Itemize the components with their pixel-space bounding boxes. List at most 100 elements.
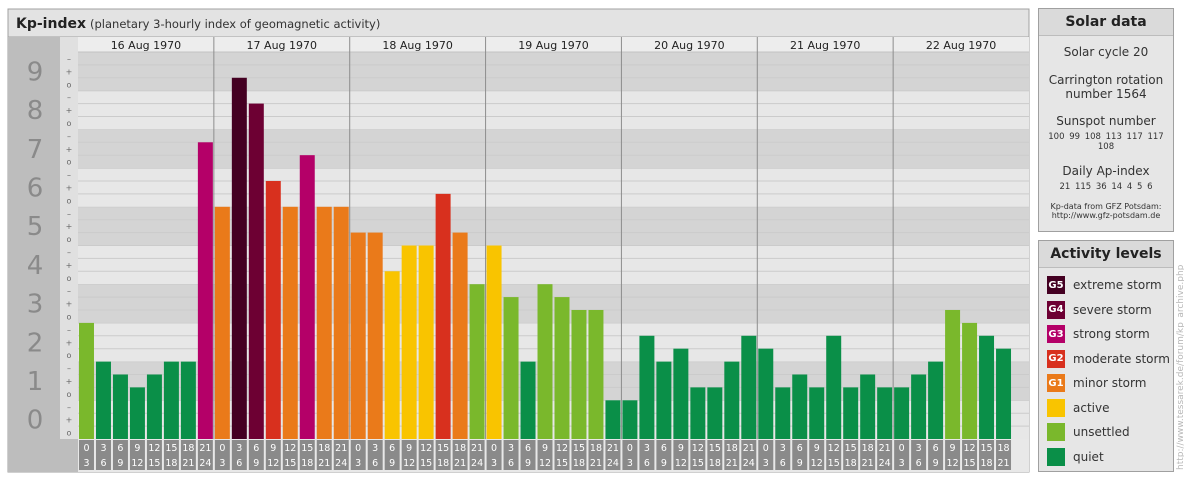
kp-bar [299,155,315,439]
ap-index-title: Daily Ap-index [1062,164,1150,178]
activity-levels-panel: Activity levels G5 extreme storm G4 severe … [1038,240,1174,472]
activity-level-swatch [1047,398,1065,417]
kp-bar [112,374,128,439]
kp-bar [316,206,332,439]
time-end-label: 24 [607,458,619,469]
day-label: 17 Aug 1970 [247,39,317,52]
time-start-label: 0 [355,443,361,454]
minor-tick-label: + [66,183,73,192]
minor-tick-label: o [67,119,72,128]
time-end-label: 12 [267,458,279,469]
time-cell [877,440,893,470]
time-start-label: 0 [219,443,225,454]
y-tick-label: 7 [27,135,44,165]
time-end-label: 21 [454,458,466,469]
time-end-label: 12 [811,458,823,469]
time-cell [911,440,927,470]
time-cell [809,440,825,470]
minor-tick-label: + [66,67,73,76]
time-cell [299,440,315,470]
time-start-label: 0 [83,443,89,454]
time-cell [316,440,332,470]
activity-level-label: minor storm [1073,376,1147,390]
time-start-label: 21 [471,443,483,454]
solar-data-panel: Solar data Solar cycle 20 Carrington rot… [1038,8,1174,232]
kp-bar [877,387,893,439]
time-end-label: 24 [199,458,211,469]
activity-level-row: G5 extreme storm [1047,275,1162,295]
time-end-label: 24 [471,458,483,469]
kp-bar [79,322,94,439]
time-end-label: 24 [879,458,891,469]
chart-title: Kp-index [16,16,86,32]
kp-bar [163,361,179,439]
minor-tick-label: – [67,248,71,257]
time-start-label: 12 [828,443,840,454]
kp-bar [588,309,604,439]
activity-level-label: unsettled [1073,425,1130,439]
time-cell [435,440,451,470]
time-cell [214,440,230,470]
kp-bar [911,374,927,439]
minor-tick-label: + [66,145,73,154]
activity-level-label: strong storm [1073,327,1150,341]
kp-bar [979,335,995,439]
time-start-label: 21 [743,443,755,454]
time-cell [180,440,196,470]
source-link[interactable]: http://www.gfz-potsdam.de [1051,211,1161,220]
time-end-label: 9 [797,458,803,469]
time-end-label: 6 [100,458,106,469]
kp-bar [95,361,111,439]
minor-tick-label: o [67,274,72,283]
time-end-label: 15 [148,458,160,469]
time-start-label: 6 [525,443,531,454]
time-end-label: 15 [692,458,704,469]
kp-bar [333,206,349,439]
activity-level-swatch: G3 [1047,325,1065,343]
activity-level-label: severe storm [1073,302,1152,317]
activity-level-row: active [1047,398,1109,418]
time-cell [554,440,570,470]
kp-bar [384,271,400,439]
chart-subtitle: (planetary 3-hourly index of geomagnetic… [90,17,380,31]
time-cell [537,440,553,470]
time-cell [928,440,944,470]
kp-bar [622,400,638,439]
time-end-label: 18 [165,458,177,469]
time-cell [962,440,978,470]
carrington-rotation-line1: Carrington rotation [1048,73,1164,87]
minor-tick-label: + [66,261,73,270]
kp-bar [894,387,910,439]
minor-tick-label: – [67,132,71,141]
minor-tick-label: + [66,222,73,231]
time-start-label: 0 [491,443,497,454]
time-cell [231,440,247,470]
time-cell [979,440,995,470]
sunspot-title: Sunspot number [1056,114,1156,128]
time-end-label: 12 [947,458,959,469]
time-cell [741,440,757,470]
time-cell [418,440,434,470]
time-cell [163,440,179,470]
time-cell [996,440,1012,470]
time-end-label: 3 [491,458,497,469]
kp-bar [571,309,587,439]
time-start-label: 18 [318,443,330,454]
time-end-label: 21 [590,458,602,469]
time-cell [248,440,264,470]
kp-bar [350,232,366,439]
minor-tick-label: o [67,351,72,360]
activity-level-swatch [1047,423,1065,441]
y-tick-label: 5 [27,212,44,242]
kp-bar [605,400,621,439]
time-start-label: 0 [899,443,905,454]
y-tick-label: 4 [27,251,44,281]
activity-level-label: extreme storm [1073,278,1162,292]
activity-level-label: moderate storm [1073,351,1170,366]
kp-chart: Kp-index (planetary 3-hourly index of geo… [7,8,1030,473]
time-cell [350,440,366,470]
time-start-label: 3 [644,443,650,454]
time-end-label: 15 [964,458,976,469]
activity-level-label: quiet [1073,449,1104,464]
time-cell [520,440,536,470]
